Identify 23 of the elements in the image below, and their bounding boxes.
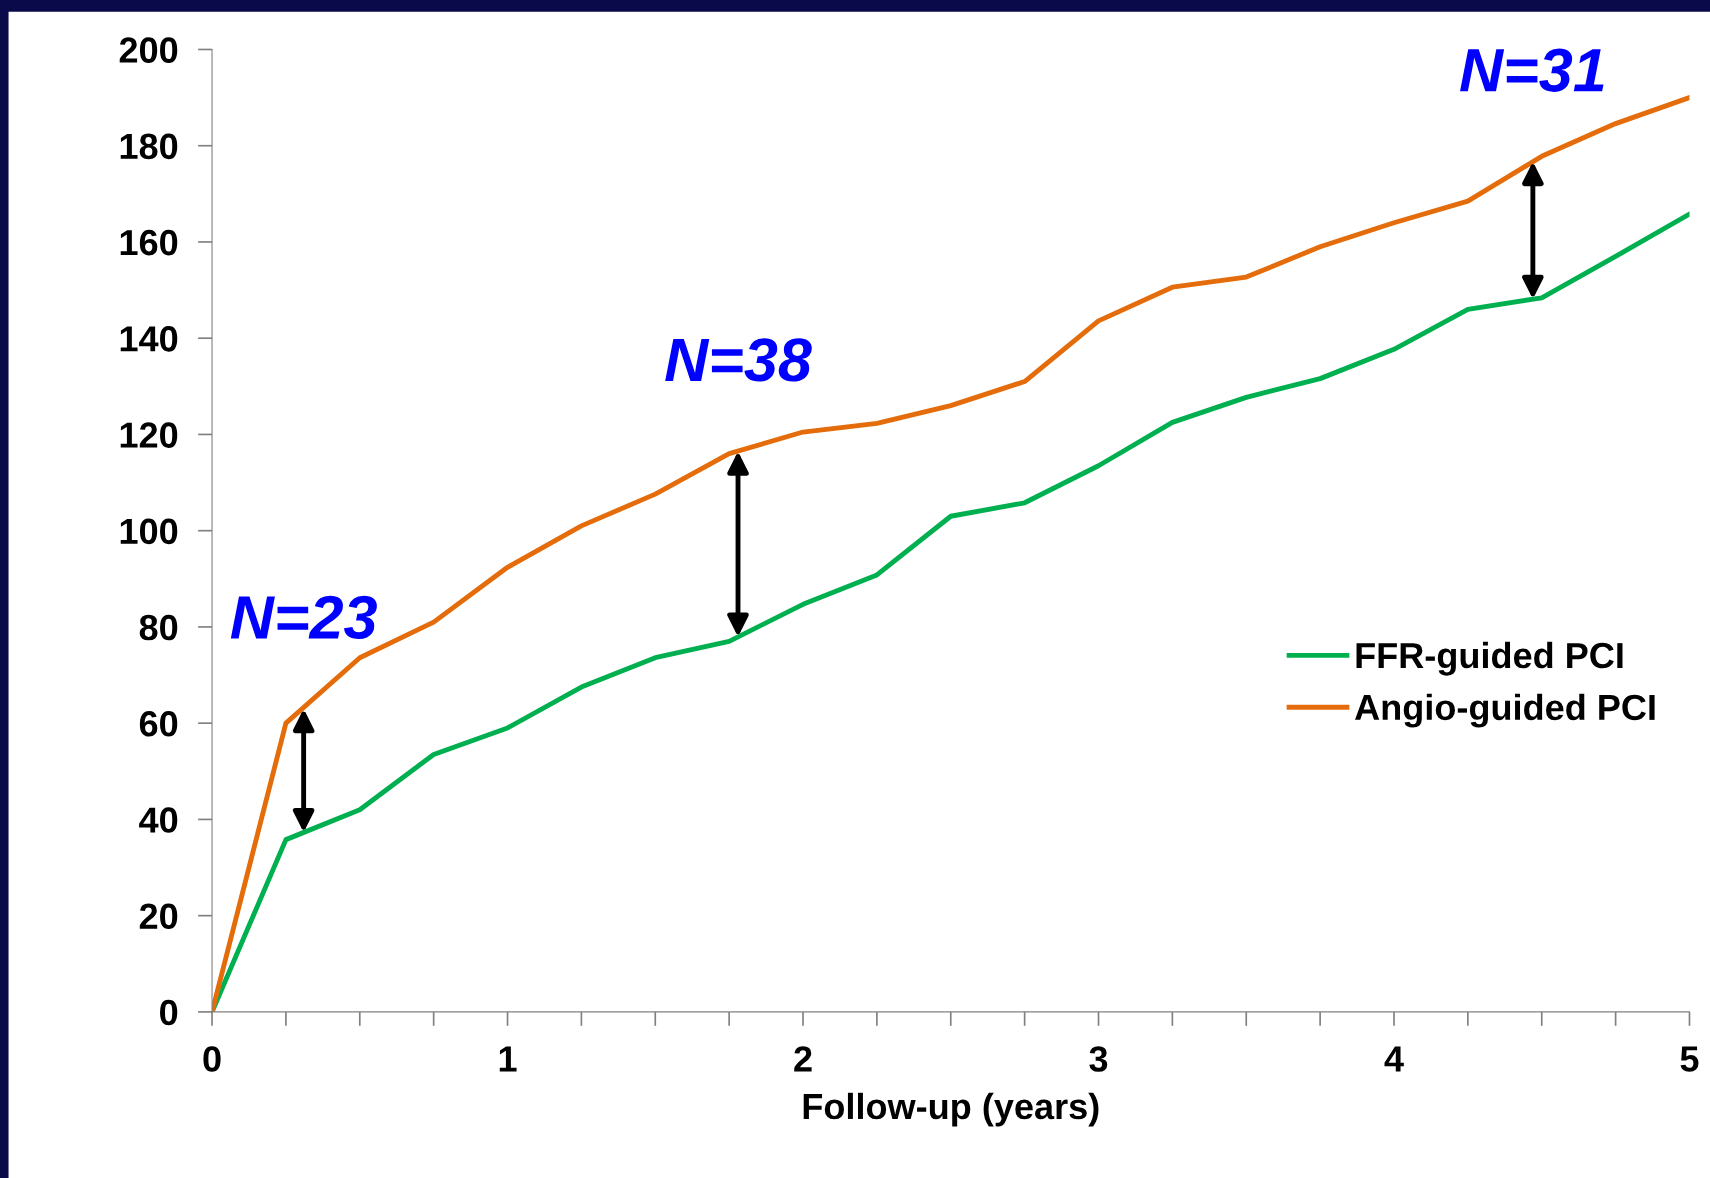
annotation: N=31 xyxy=(1460,48,1604,92)
y-tick-label: 80 xyxy=(139,614,178,641)
x-tick-label: 4 xyxy=(1384,1046,1404,1072)
y-tick-label: 140 xyxy=(120,326,178,352)
y-tick-label: 100 xyxy=(120,518,178,545)
y-tick-label: 120 xyxy=(120,422,178,448)
y-tick-label: 20 xyxy=(139,903,178,930)
x-tick-label: 2 xyxy=(794,1046,812,1072)
y-tick-label: 40 xyxy=(139,807,178,833)
x-tick-label: 0 xyxy=(203,1046,221,1072)
legend-label: FFR-guided PCI xyxy=(1356,641,1623,676)
x-axis-title: Follow-up (years) xyxy=(803,1092,1099,1127)
y-tick-label: 180 xyxy=(120,133,178,160)
legend-label: Angio-guided PCI xyxy=(1355,693,1655,728)
x-tick-label: 1 xyxy=(499,1046,517,1072)
y-tick-label: 200 xyxy=(119,37,178,63)
x-tick-label: 5 xyxy=(1680,1046,1699,1072)
y-tick-label: 160 xyxy=(120,229,178,256)
annotation: N=23 xyxy=(230,595,377,640)
y-tick-label: 0 xyxy=(160,999,178,1026)
y-tick-label: 60 xyxy=(139,711,178,737)
annotation: N=38 xyxy=(665,338,812,382)
x-tick-label: 3 xyxy=(1089,1046,1108,1072)
